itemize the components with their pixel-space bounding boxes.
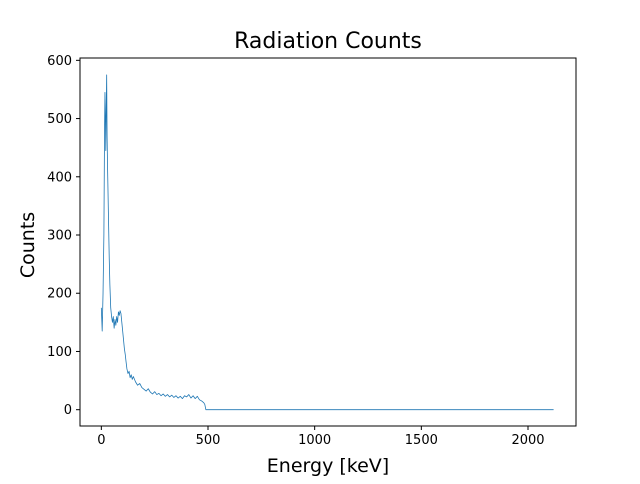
y-tick-label: 300 xyxy=(47,229,72,244)
series-line xyxy=(100,74,554,411)
plot-area xyxy=(79,57,577,427)
y-tick-label: 0 xyxy=(64,403,72,418)
y-tick-label: 400 xyxy=(47,170,72,185)
x-tick-label: 500 xyxy=(196,433,221,448)
y-tick-label: 200 xyxy=(47,287,72,302)
y-axis-label: Counts xyxy=(17,212,39,278)
x-axis-label: Energy [keV] xyxy=(267,455,389,477)
chart-title: Radiation Counts xyxy=(234,29,422,54)
x-tick-label: 2000 xyxy=(511,433,544,448)
y-tick-label: 600 xyxy=(47,54,72,69)
x-axis: 0 500 1000 1500 2000 xyxy=(97,426,545,448)
x-tick-label: 1000 xyxy=(298,433,331,448)
x-tick-label: 1500 xyxy=(405,433,438,448)
x-tick-label: 0 xyxy=(97,433,105,448)
y-axis: 0 100 200 300 400 500 600 xyxy=(47,54,80,418)
y-tick-label: 100 xyxy=(47,345,72,360)
y-tick-label: 500 xyxy=(47,112,72,127)
